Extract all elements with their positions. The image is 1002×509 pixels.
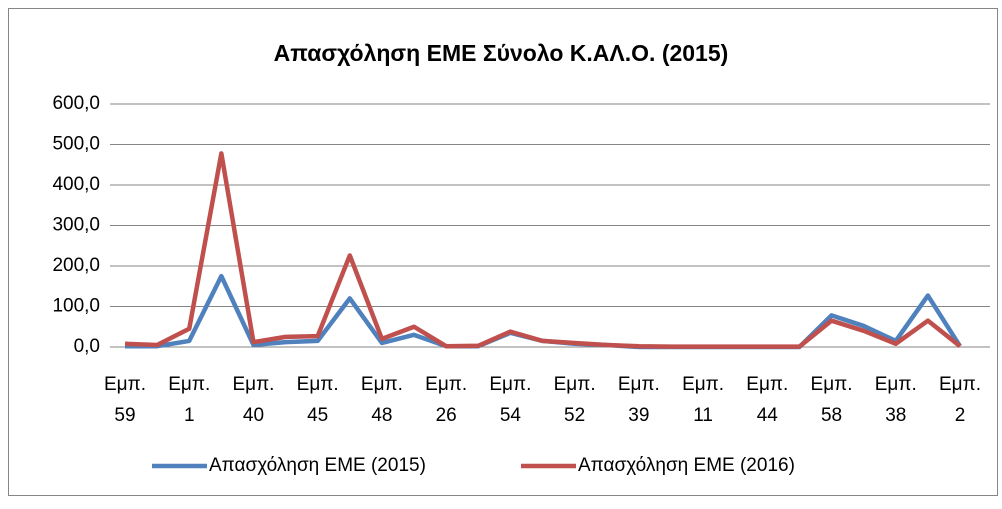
y-tick-label: 200,0 [52, 255, 100, 276]
line-series [124, 151, 962, 349]
x-tick-label: Εμπ. 38 [875, 374, 917, 426]
y-tick-label: 300,0 [52, 215, 100, 236]
x-tick-label: Εμπ. 59 [104, 374, 146, 426]
y-tick-label: 500,0 [52, 134, 100, 155]
x-tick-label: Εμπ. 40 [232, 374, 274, 426]
x-tick-label: Εμπ. 52 [554, 374, 596, 426]
x-tick-label: Εμπ. 54 [489, 374, 531, 426]
x-tick-label: Εμπ. 1 [168, 374, 210, 426]
chart-border [8, 8, 998, 496]
x-tick-label: Εμπ. 2 [939, 374, 981, 426]
y-tick-label: 0,0 [74, 336, 100, 357]
x-tick-label: Εμπ. 45 [297, 374, 339, 426]
x-tick-label: Εμπ. 26 [425, 374, 467, 426]
legend-label: Απασχόληση ΕΜΕ (2016) [578, 455, 795, 476]
chart-title: Απασχόληση ΕΜΕ Σύνολο Κ.ΑΛ.Ο. (2015) [274, 40, 729, 66]
x-tick-label: Εμπ. 48 [361, 374, 403, 426]
x-tick-label: Εμπ. 11 [682, 374, 724, 426]
y-tick-label: 400,0 [52, 174, 100, 195]
x-tick-label: Εμπ. 39 [618, 374, 660, 426]
legend-label: Απασχόληση ΕΜΕ (2015) [209, 455, 426, 476]
y-tick-label: 100,0 [52, 296, 100, 317]
x-tick-label: Εμπ. 58 [811, 374, 853, 426]
y-tick-label: 600,0 [52, 93, 100, 114]
x-tick-label: Εμπ. 44 [746, 374, 788, 426]
